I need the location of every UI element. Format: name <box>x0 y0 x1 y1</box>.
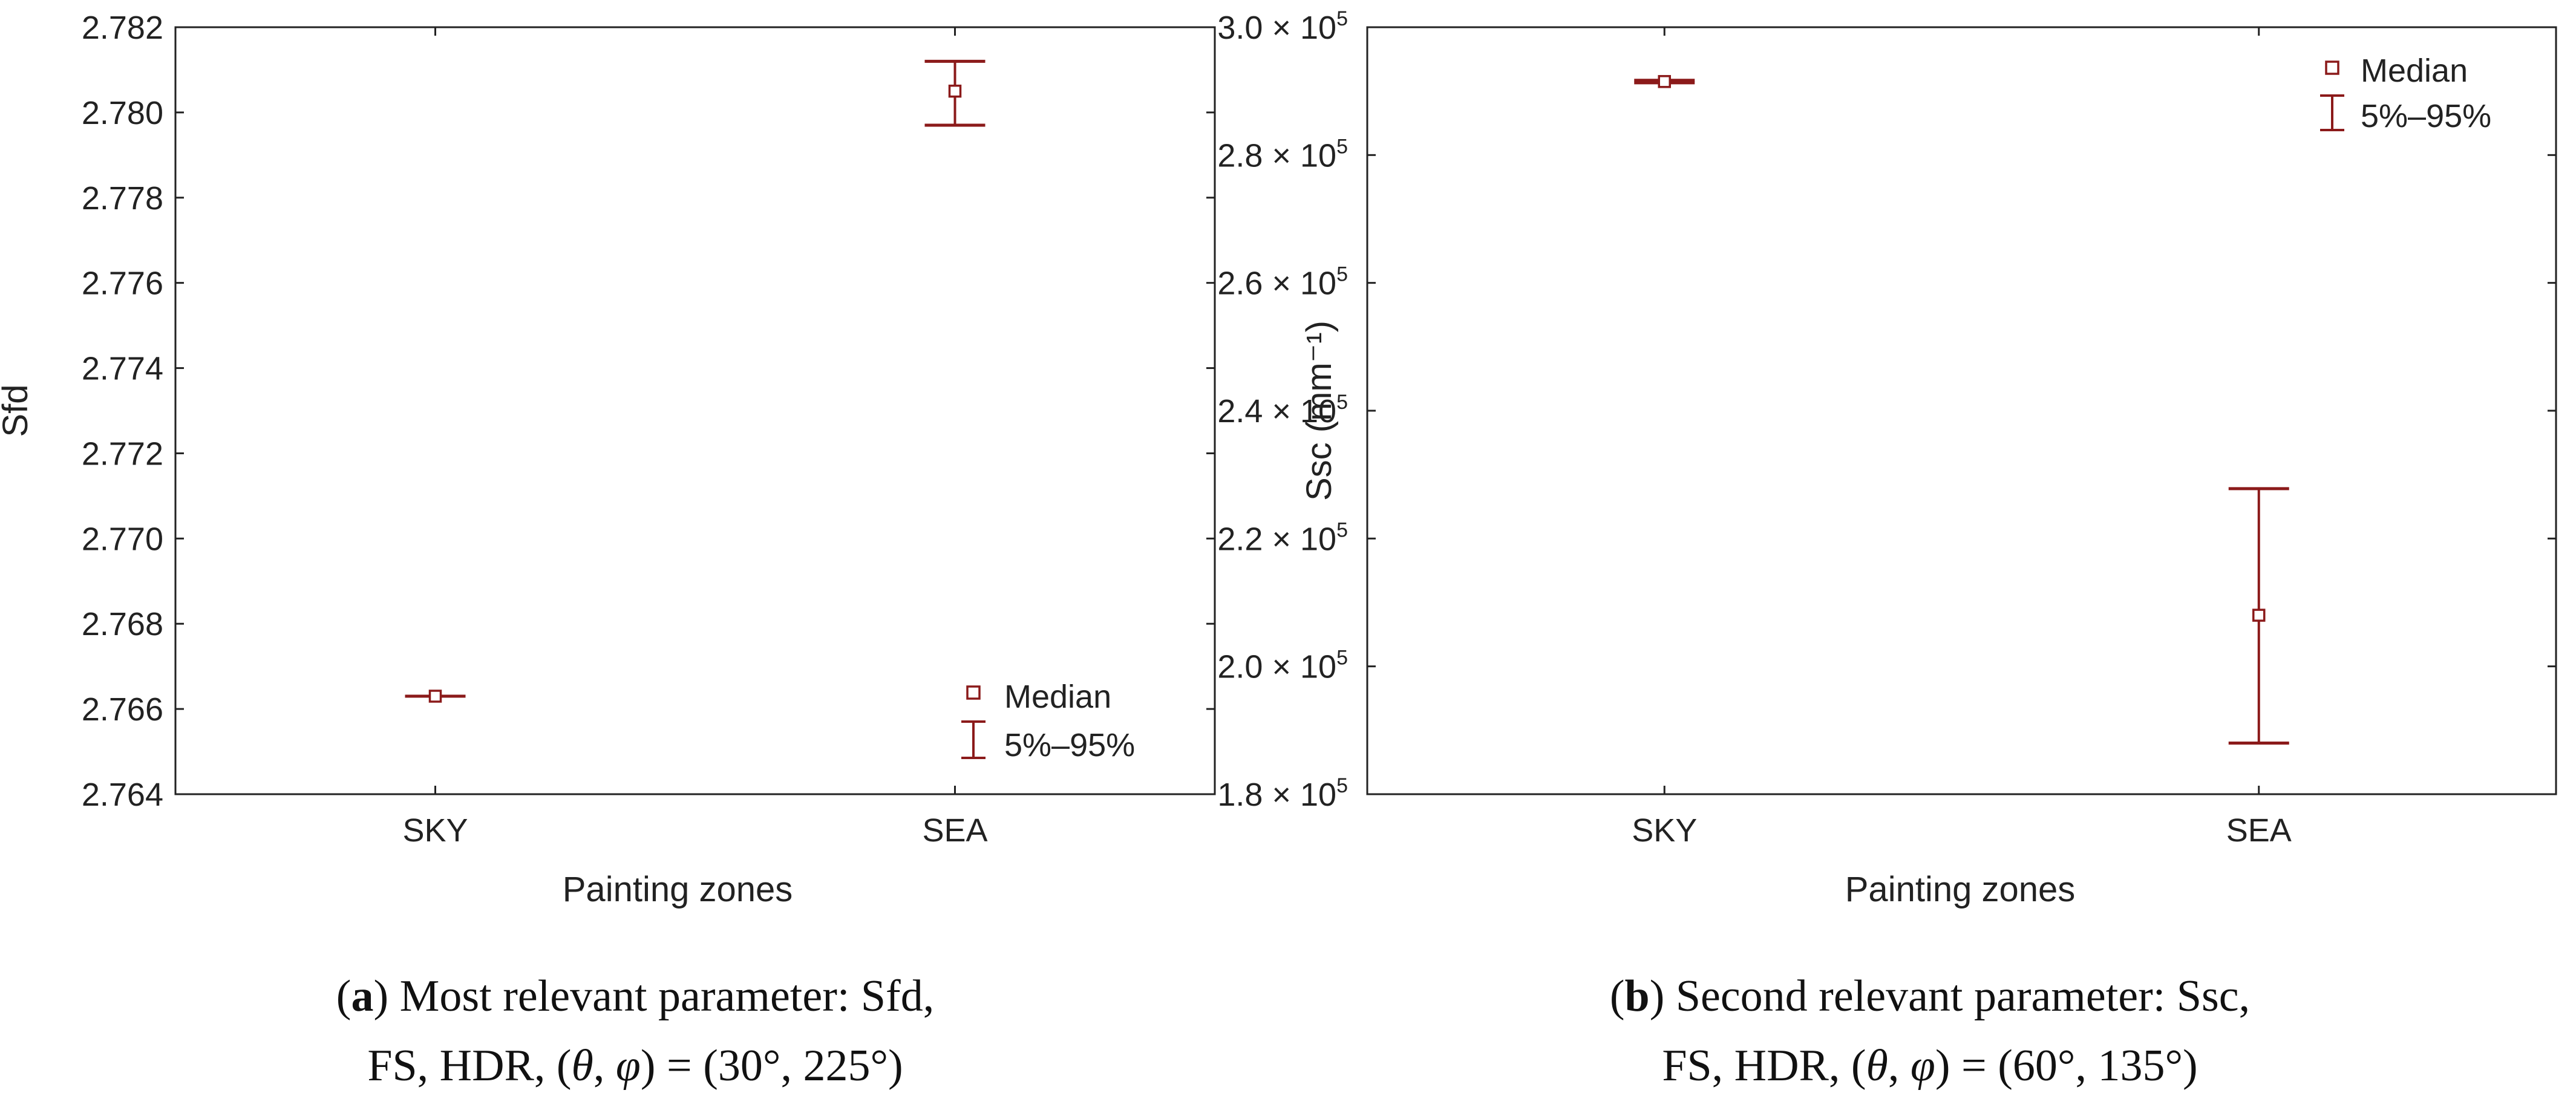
y-tick-label: 2.770 <box>82 521 163 557</box>
caption-b-theta: θ <box>1866 1040 1888 1091</box>
caption-a-line1: ) Most relevant parameter: Sfd, <box>373 971 935 1021</box>
caption-b: (b) Second relevant parameter: Ssc, FS, … <box>1609 971 2251 1091</box>
y-tick-label: 2.782 <box>82 10 163 46</box>
x-tick-label: SEA <box>2226 812 2292 849</box>
y-axis-title: Ssc (mm⁻¹) <box>1299 321 1339 501</box>
y-tick-label: 2.780 <box>82 95 163 131</box>
chart-a: 2.764 2.766 2.768 2.770 2.772 2.774 2.776 2.778… <box>0 10 1216 909</box>
caption-a-theta: θ <box>571 1040 593 1091</box>
y-tick-label: 2.4 × 105 <box>1217 391 1348 429</box>
y-axis-title: Sfd <box>0 384 35 437</box>
y-tick-exponent: 5 <box>1336 135 1348 158</box>
y-tick-label: 2.0 × 105 <box>1217 647 1348 685</box>
plot-frame <box>1366 26 2557 795</box>
y-tick-exponent: 5 <box>1336 391 1348 414</box>
caption-b-phi: φ <box>1910 1040 1935 1091</box>
y-tick-exponent: 5 <box>1336 518 1348 541</box>
legend-median-marker <box>966 685 981 700</box>
caption-a-letter: a <box>351 971 374 1021</box>
legend-median-label: Median <box>2361 53 2468 89</box>
x-axis-title: Painting zones <box>1845 870 2075 909</box>
caption-a-phi: φ <box>615 1040 641 1091</box>
y-tick-label: 2.778 <box>82 180 163 217</box>
caption-a-comma: , <box>593 1040 616 1091</box>
y-tick-exponent: 5 <box>1336 7 1348 30</box>
legend-range-label: 5%–95% <box>2361 98 2491 134</box>
x-axis-title: Painting zones <box>563 870 793 909</box>
y-tick-label: 3.0 × 105 <box>1217 7 1348 46</box>
y-tick-label: 2.776 <box>82 266 163 302</box>
median-marker-sky <box>1658 75 1671 88</box>
caption-b-letter: b <box>1624 971 1650 1021</box>
y-tick-label: 2.6 × 105 <box>1217 263 1348 302</box>
legend-median-label: Median <box>1004 679 1111 715</box>
y-tick-label: 2.764 <box>82 777 163 813</box>
legend-range-label: 5%–95% <box>1004 727 1135 763</box>
caption-b-line2a: FS, HDR, ( <box>1662 1040 1866 1091</box>
median-marker-sea <box>948 84 962 98</box>
caption-b-comma: , <box>1888 1040 1911 1091</box>
y-tick-exponent: 5 <box>1336 263 1348 286</box>
plot-frame <box>174 26 1216 795</box>
caption-a-line2b: ) = (30°, 225°) <box>640 1040 903 1091</box>
x-tick-label: SKY <box>402 812 468 849</box>
caption-a-line2a: FS, HDR, ( <box>367 1040 572 1091</box>
y-tick-exponent: 5 <box>1336 774 1348 797</box>
y-tick-label: 2.768 <box>82 606 163 642</box>
y-tick-label: 2.766 <box>82 691 163 728</box>
x-tick-label: SKY <box>1632 812 1697 849</box>
caption-b-line1: ) Second relevant parameter: Ssc, <box>1649 971 2251 1021</box>
median-marker-sea <box>2252 608 2266 622</box>
y-tick-label: 1.8 × 105 <box>1217 774 1348 813</box>
y-tick-label: 2.8 × 105 <box>1217 135 1348 174</box>
caption-b-line2b: ) = (60°, 135°) <box>1935 1040 2198 1091</box>
chart-b: 1.8 × 105 2.0 × 105 2.2 × 105 2.4 × 105 2.6 … <box>1217 7 2557 909</box>
y-tick-label: 2.2 × 105 <box>1217 518 1348 557</box>
legend-median-marker <box>2325 60 2339 75</box>
y-tick-label: 2.772 <box>82 436 163 472</box>
caption-a: (a) Most relevant parameter: Sfd, FS, HD… <box>336 971 935 1091</box>
median-marker-sky <box>428 690 442 703</box>
y-tick-label: 2.774 <box>82 351 163 387</box>
x-tick-label: SEA <box>922 812 987 849</box>
y-tick-exponent: 5 <box>1336 647 1348 670</box>
